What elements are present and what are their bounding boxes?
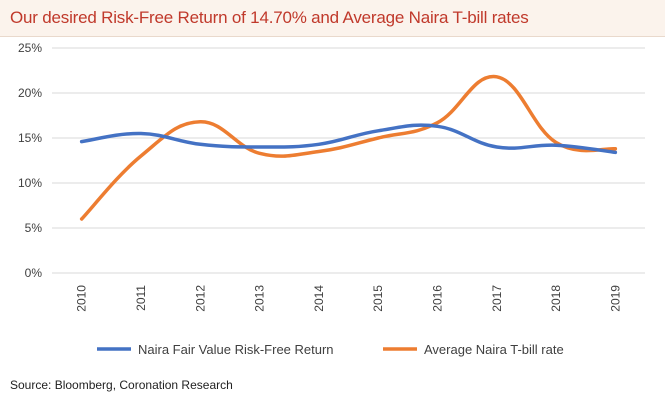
- series-lines: [79, 75, 618, 221]
- x-tick-label: 2017: [490, 285, 504, 312]
- y-tick-label: 25%: [18, 41, 42, 55]
- x-tick-label: 2012: [193, 285, 207, 312]
- line-chart: 0%5%10%15%20%25% 2010 2011 2012 2013 2014 201…: [18, 41, 645, 357]
- legend-item-tbill-rate: Average Naira T-bill rate: [424, 342, 564, 357]
- x-tick-label: 2015: [371, 285, 385, 312]
- x-tick-label: 2019: [608, 285, 622, 312]
- x-tick-label: 2010: [75, 285, 89, 312]
- y-axis-ticks: 0% 5% 10% 15% 20% 25%: [18, 41, 42, 280]
- y-tick-label: 10%: [18, 176, 42, 190]
- x-axis-ticks: 2010 2011 2012 2013 2014 2015 2016 2017 2018 2019: [75, 285, 623, 312]
- x-tick-label: 2011: [134, 285, 148, 311]
- x-tick-label: 2014: [312, 285, 326, 312]
- x-tick-label: 2018: [549, 285, 563, 312]
- title-bar: Our desired Risk-Free Return of 14.70% a…: [0, 0, 665, 37]
- source-note: Source: Bloomberg, Coronation Research: [10, 378, 233, 392]
- gridlines: [52, 47, 645, 274]
- y-tick-label: 20%: [18, 86, 42, 100]
- x-tick-label: 2013: [253, 285, 267, 312]
- series-line-risk-free-return: [79, 123, 618, 155]
- legend: Naira Fair Value Risk-Free Return Average…: [97, 342, 564, 357]
- x-tick-label: 2016: [430, 285, 444, 312]
- y-tick-label: 5%: [25, 221, 43, 235]
- y-tick-label: 0%: [25, 266, 43, 280]
- legend-item-risk-free-return: Naira Fair Value Risk-Free Return: [138, 342, 334, 357]
- y-tick-label: 15%: [18, 131, 42, 145]
- chart-title: Our desired Risk-Free Return of 14.70% a…: [10, 8, 529, 27]
